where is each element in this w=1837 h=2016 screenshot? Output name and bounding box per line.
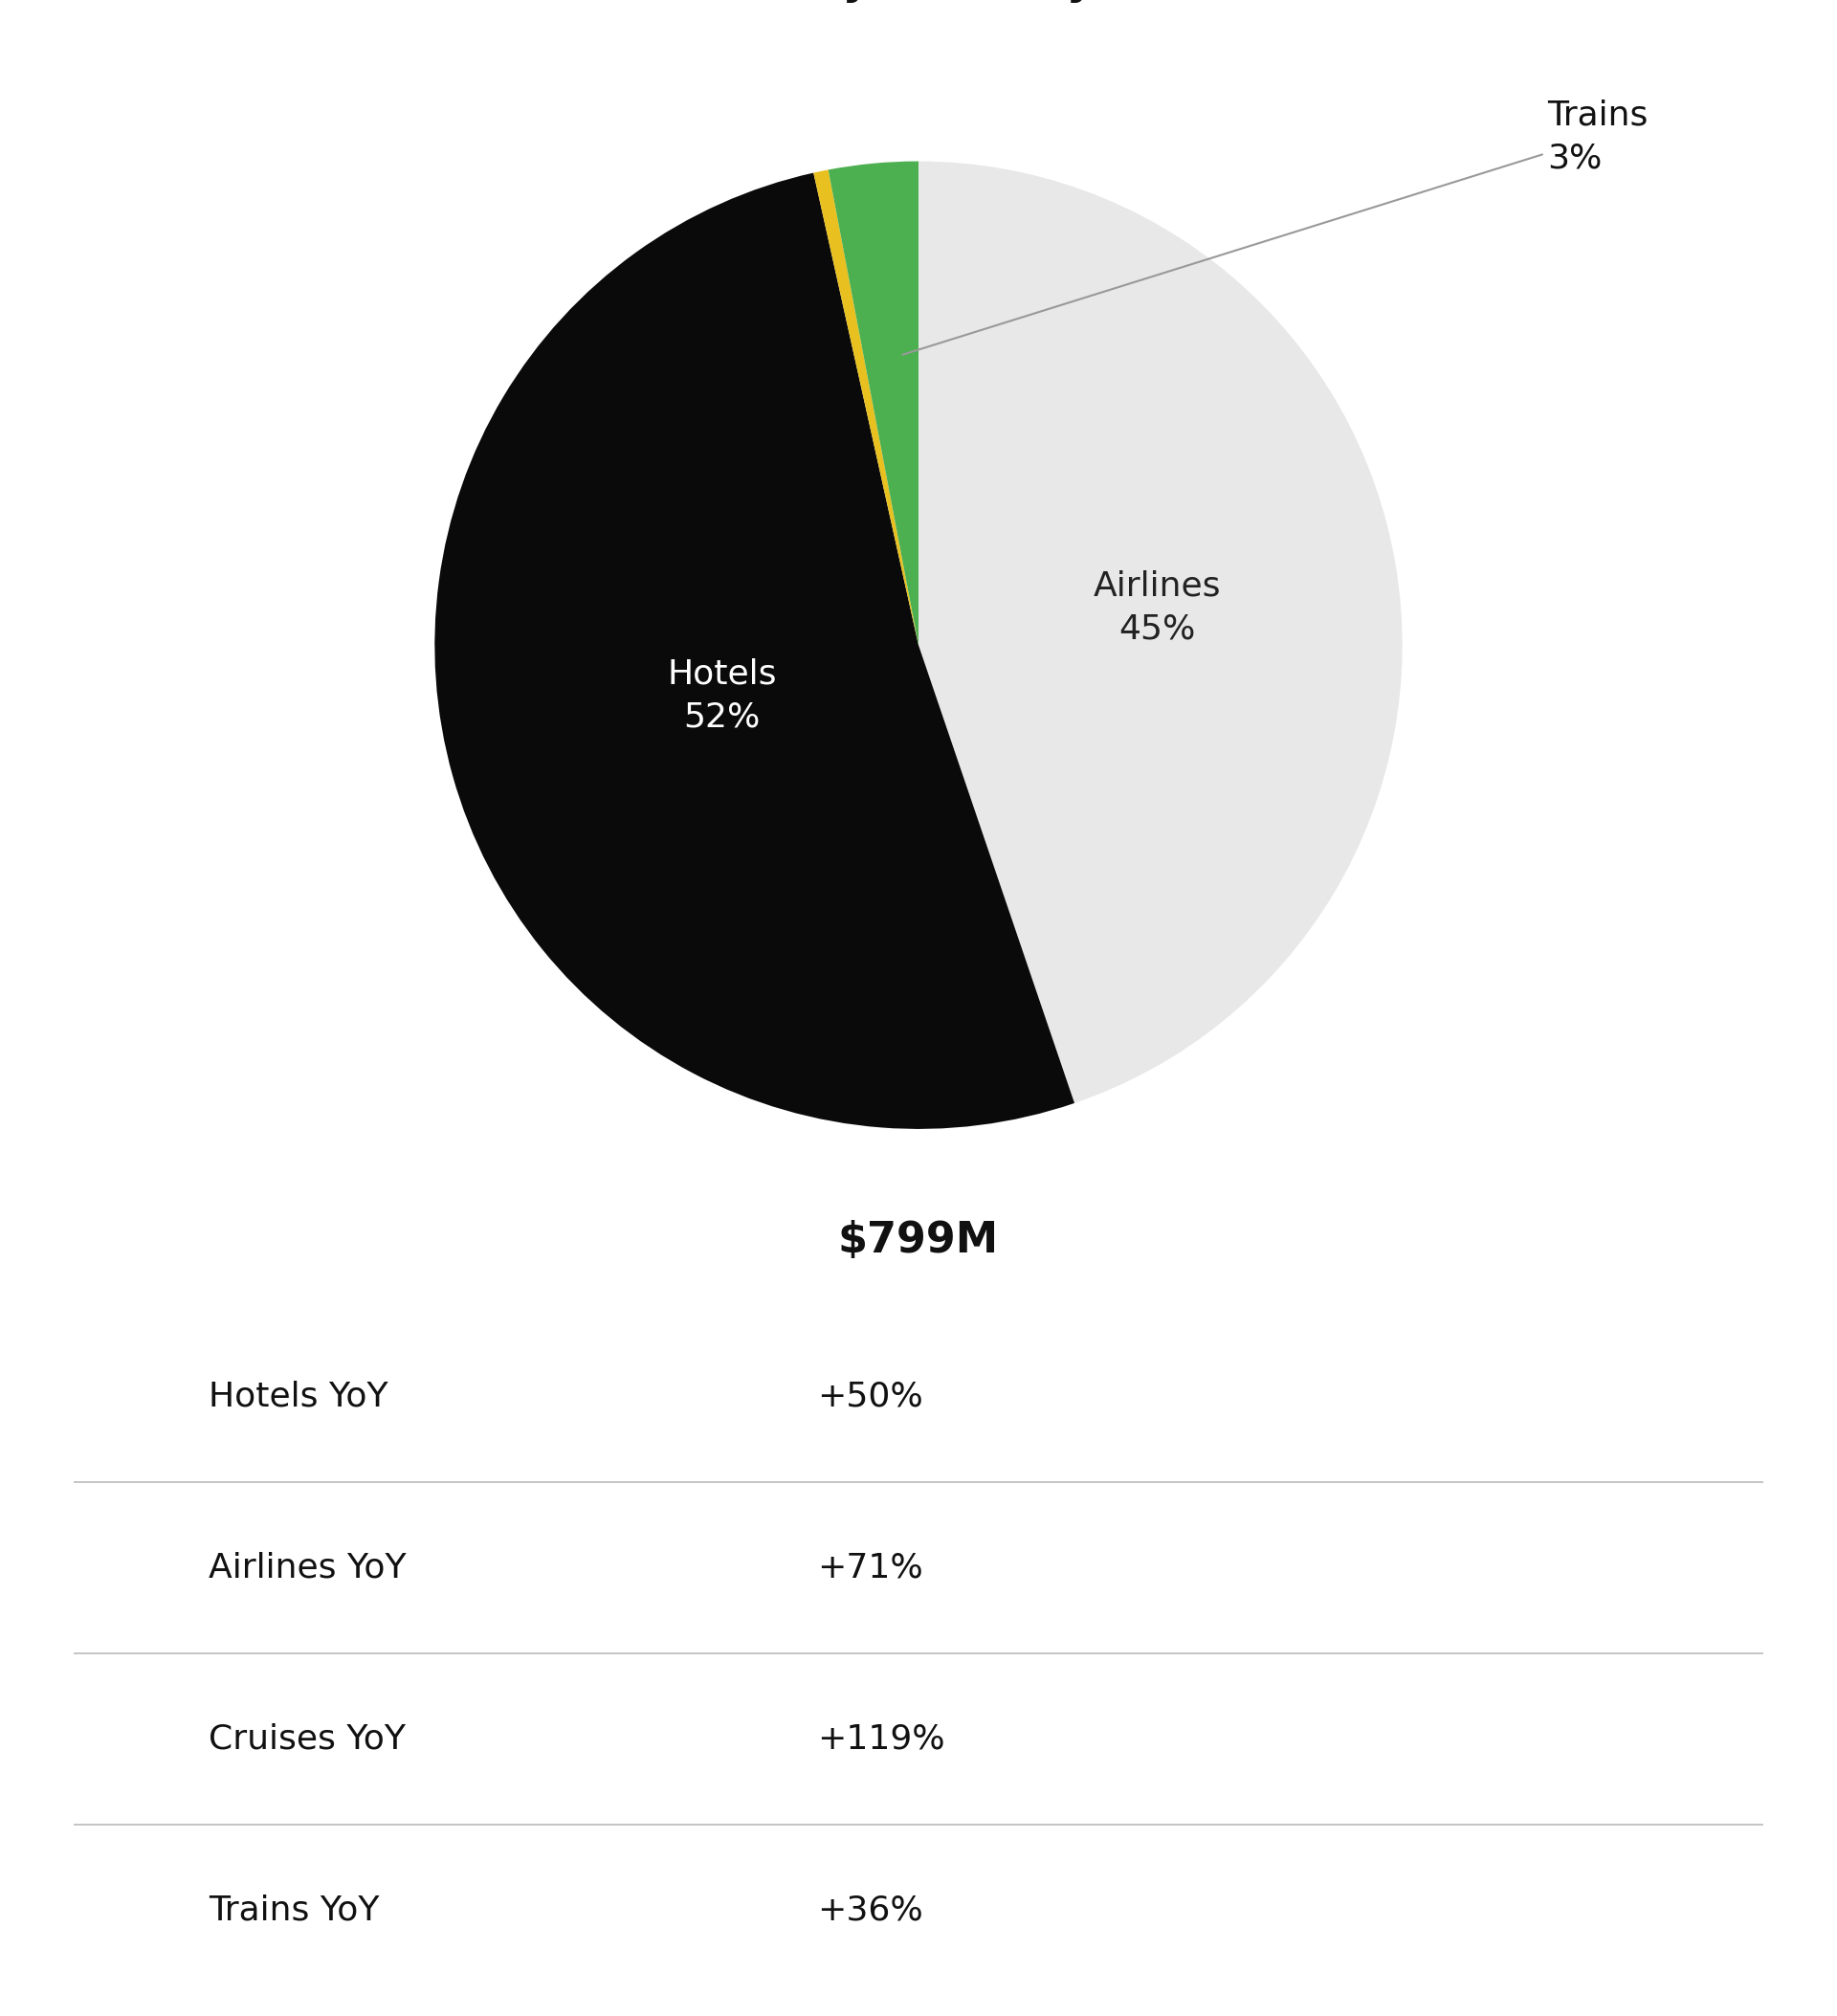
Text: +50%: +50% <box>817 1379 922 1413</box>
Text: Trains YoY: Trains YoY <box>209 1893 380 1927</box>
Text: Hotels YoY: Hotels YoY <box>209 1379 388 1413</box>
Text: $799M: $799M <box>838 1220 999 1260</box>
Wedge shape <box>814 169 918 645</box>
Text: Cruises YoY: Cruises YoY <box>209 1722 406 1756</box>
Text: Hotels
52%: Hotels 52% <box>667 657 777 734</box>
Wedge shape <box>435 173 1075 1129</box>
Text: +71%: +71% <box>817 1550 922 1585</box>
Text: Airlines
45%: Airlines 45% <box>1093 571 1222 645</box>
Text: +36%: +36% <box>817 1893 922 1927</box>
Title: Share of Voice by Visibility 2023 (EMV): Share of Voice by Visibility 2023 (EMV) <box>452 0 1385 2</box>
Text: Trains
3%: Trains 3% <box>902 99 1648 355</box>
Wedge shape <box>918 161 1402 1103</box>
Text: Airlines YoY: Airlines YoY <box>209 1550 406 1585</box>
Wedge shape <box>828 161 918 645</box>
Text: +119%: +119% <box>817 1722 944 1756</box>
